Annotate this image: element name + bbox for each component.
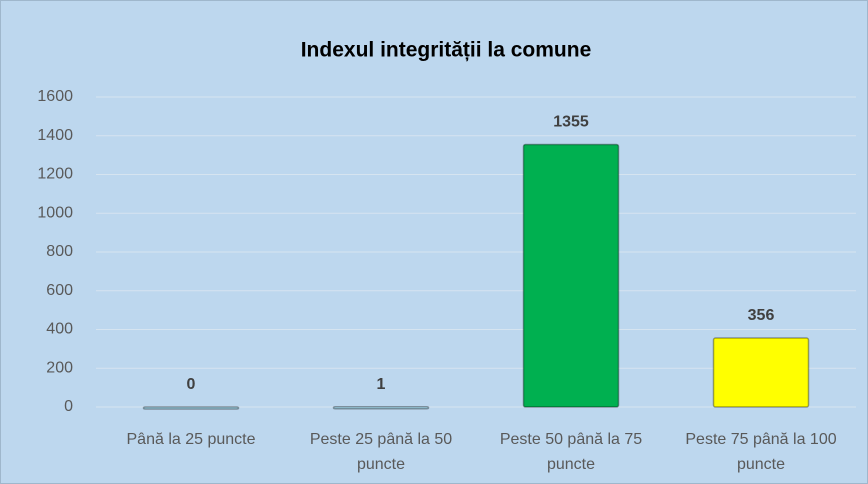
x-tick-label: Peste 25 până la 50 puncte	[309, 431, 453, 473]
x-tick-label: Peste 75 până la 100 puncte	[685, 431, 837, 473]
y-tick-label: 1600	[37, 88, 73, 105]
bar	[712, 337, 810, 408]
data-label: 0	[187, 376, 196, 393]
y-tick-label: 400	[46, 321, 73, 338]
bar	[522, 143, 620, 408]
y-tick-label: 1400	[37, 127, 73, 144]
x-tick-label: Până la 25 puncte	[126, 431, 256, 448]
y-tick-label: 0	[64, 398, 73, 415]
y-tick-label: 1000	[37, 204, 73, 221]
y-tick-label: 600	[46, 282, 73, 299]
bar	[332, 406, 430, 410]
x-tick-label: Peste 50 până la 75 puncte	[499, 431, 643, 473]
y-tick-label: 1200	[37, 166, 73, 183]
y-tick-label: 800	[46, 243, 73, 260]
data-label: 1355	[553, 114, 589, 131]
bar	[142, 406, 240, 410]
y-tick-label: 200	[46, 359, 73, 376]
chart-title: Indexul integrității la comune	[301, 39, 592, 62]
data-label: 1	[377, 376, 386, 393]
data-label: 356	[748, 307, 775, 324]
